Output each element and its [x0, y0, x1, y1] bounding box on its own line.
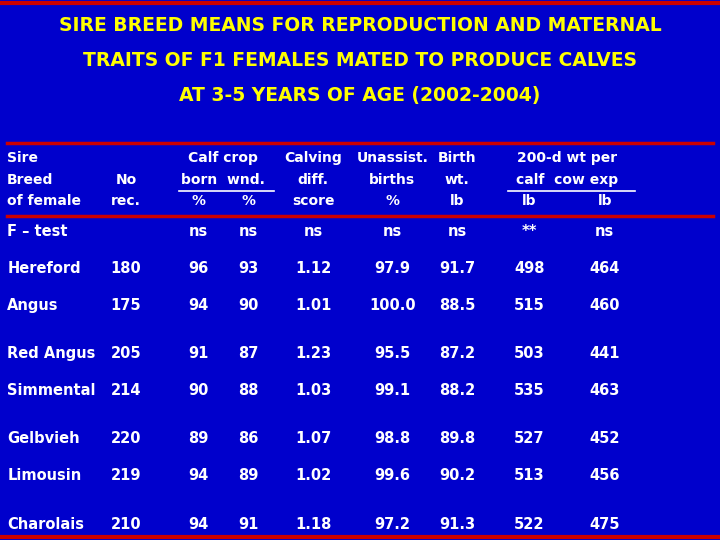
Text: 89: 89	[238, 468, 258, 483]
Text: 94: 94	[188, 517, 208, 532]
Text: 441: 441	[590, 346, 620, 361]
Text: %: %	[191, 194, 205, 208]
Text: 219: 219	[111, 468, 141, 483]
Text: births: births	[369, 173, 415, 187]
Text: 88: 88	[238, 383, 258, 398]
Text: 515: 515	[514, 298, 544, 313]
Text: 97.2: 97.2	[374, 517, 410, 532]
Text: 180: 180	[111, 261, 141, 276]
Text: Red Angus: Red Angus	[7, 346, 96, 361]
Text: 522: 522	[514, 517, 544, 532]
Text: 1.02: 1.02	[295, 468, 331, 483]
Text: 1.18: 1.18	[295, 517, 331, 532]
Text: TRAITS OF F1 FEMALES MATED TO PRODUCE CALVES: TRAITS OF F1 FEMALES MATED TO PRODUCE CA…	[83, 51, 637, 70]
Text: 210: 210	[111, 517, 141, 532]
Text: ns: ns	[239, 224, 258, 239]
Text: ns: ns	[595, 224, 614, 239]
Text: F – test: F – test	[7, 224, 68, 239]
Text: 94: 94	[188, 468, 208, 483]
Text: 88.5: 88.5	[439, 298, 475, 313]
Text: 527: 527	[514, 431, 544, 447]
Text: **: **	[521, 224, 537, 239]
Text: 175: 175	[111, 298, 141, 313]
Text: Sire: Sire	[7, 151, 38, 165]
Text: AT 3-5 YEARS OF AGE (2002-2004): AT 3-5 YEARS OF AGE (2002-2004)	[179, 86, 541, 105]
Text: calf  cow exp: calf cow exp	[516, 173, 618, 187]
Text: 91.7: 91.7	[439, 261, 475, 276]
Text: of female: of female	[7, 194, 81, 208]
Text: diff.: diff.	[297, 173, 329, 187]
Text: Hereford: Hereford	[7, 261, 81, 276]
Text: SIRE BREED MEANS FOR REPRODUCTION AND MATERNAL: SIRE BREED MEANS FOR REPRODUCTION AND MA…	[58, 16, 662, 35]
Text: ns: ns	[304, 224, 323, 239]
Text: 463: 463	[590, 383, 620, 398]
Text: 91.3: 91.3	[439, 517, 475, 532]
Text: Limousin: Limousin	[7, 468, 81, 483]
Text: 503: 503	[514, 346, 544, 361]
Text: Breed: Breed	[7, 173, 53, 187]
Text: 90: 90	[188, 383, 208, 398]
Text: 460: 460	[590, 298, 620, 313]
Text: 456: 456	[590, 468, 620, 483]
Text: Gelbvieh: Gelbvieh	[7, 431, 80, 447]
Text: 87: 87	[238, 346, 258, 361]
Text: lb: lb	[598, 194, 612, 208]
Text: ns: ns	[189, 224, 207, 239]
Text: 100.0: 100.0	[369, 298, 415, 313]
Text: Birth: Birth	[438, 151, 477, 165]
Text: 1.23: 1.23	[295, 346, 331, 361]
Text: 88.2: 88.2	[439, 383, 475, 398]
Text: 205: 205	[111, 346, 141, 361]
Text: 94: 94	[188, 298, 208, 313]
Text: 452: 452	[590, 431, 620, 447]
Text: Calving: Calving	[284, 151, 342, 165]
Text: 99.1: 99.1	[374, 383, 410, 398]
Text: 464: 464	[590, 261, 620, 276]
Text: 1.03: 1.03	[295, 383, 331, 398]
Text: Calf crop: Calf crop	[188, 151, 258, 165]
Text: 95.5: 95.5	[374, 346, 410, 361]
Text: born  wnd.: born wnd.	[181, 173, 265, 187]
Text: 1.07: 1.07	[295, 431, 331, 447]
Text: 214: 214	[111, 383, 141, 398]
Text: 1.12: 1.12	[295, 261, 331, 276]
Text: Simmental: Simmental	[7, 383, 96, 398]
Text: Angus: Angus	[7, 298, 59, 313]
Text: 498: 498	[514, 261, 544, 276]
Text: rec.: rec.	[111, 194, 141, 208]
Text: 99.6: 99.6	[374, 468, 410, 483]
Text: 535: 535	[514, 383, 544, 398]
Text: lb: lb	[450, 194, 464, 208]
Text: ns: ns	[383, 224, 402, 239]
Text: wt.: wt.	[445, 173, 469, 187]
Text: 220: 220	[111, 431, 141, 447]
Text: 91: 91	[238, 517, 258, 532]
Text: 89.8: 89.8	[439, 431, 475, 447]
Text: 87.2: 87.2	[439, 346, 475, 361]
Text: 513: 513	[514, 468, 544, 483]
Text: lb: lb	[522, 194, 536, 208]
Text: No: No	[115, 173, 137, 187]
Text: Charolais: Charolais	[7, 517, 84, 532]
Text: %: %	[385, 194, 400, 208]
Text: ns: ns	[448, 224, 467, 239]
Text: score: score	[292, 194, 335, 208]
Text: 93: 93	[238, 261, 258, 276]
Text: 86: 86	[238, 431, 258, 447]
Text: 90: 90	[238, 298, 258, 313]
Text: 1.01: 1.01	[295, 298, 331, 313]
Text: 200-d wt per: 200-d wt per	[517, 151, 617, 165]
Text: %: %	[241, 194, 256, 208]
Text: 89: 89	[188, 431, 208, 447]
Text: Unassist.: Unassist.	[356, 151, 428, 165]
Text: 97.9: 97.9	[374, 261, 410, 276]
Text: 91: 91	[188, 346, 208, 361]
Text: 90.2: 90.2	[439, 468, 475, 483]
Text: 475: 475	[590, 517, 620, 532]
Text: 96: 96	[188, 261, 208, 276]
Text: 98.8: 98.8	[374, 431, 410, 447]
